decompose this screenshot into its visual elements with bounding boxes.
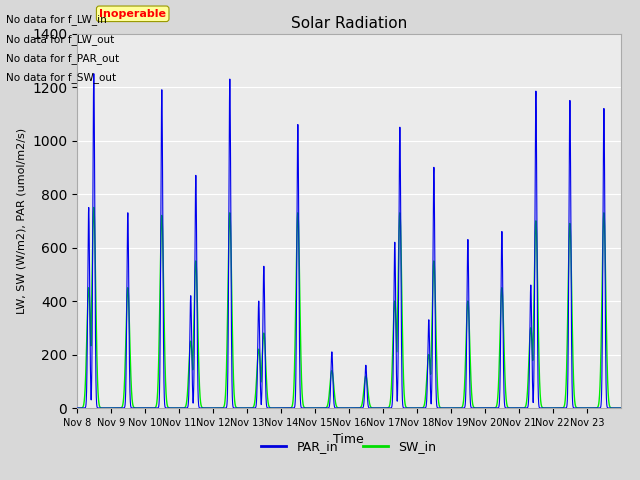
Text: No data for f_SW_out: No data for f_SW_out [6, 72, 116, 83]
Y-axis label: LW, SW (W/m2), PAR (umol/m2/s): LW, SW (W/m2), PAR (umol/m2/s) [17, 128, 26, 314]
Text: No data for f_LW_out: No data for f_LW_out [6, 34, 115, 45]
Text: No data for f_LW_in: No data for f_LW_in [6, 14, 107, 25]
Title: Solar Radiation: Solar Radiation [291, 16, 407, 31]
Legend: PAR_in, SW_in: PAR_in, SW_in [257, 435, 441, 458]
X-axis label: Time: Time [333, 433, 364, 446]
Text: No data for f_PAR_out: No data for f_PAR_out [6, 53, 120, 64]
Text: Inoperable: Inoperable [99, 9, 166, 19]
